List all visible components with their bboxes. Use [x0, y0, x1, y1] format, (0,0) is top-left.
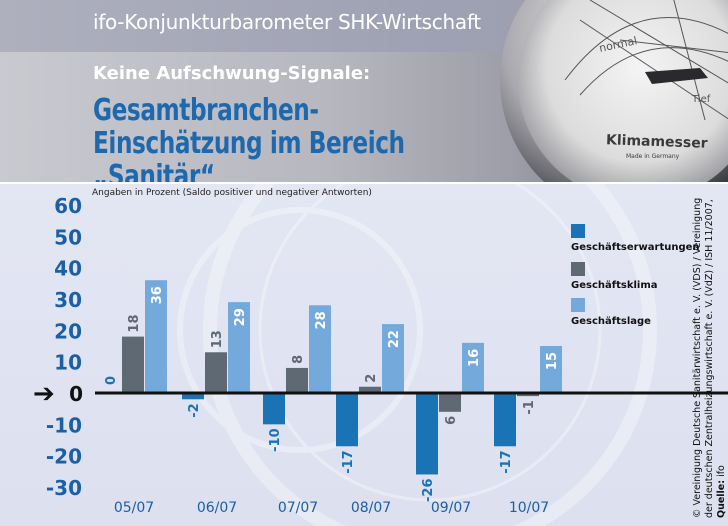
data-label: 8 [291, 355, 306, 364]
x-tick-label: 07/07 [278, 500, 318, 516]
y-axis: 60 50 40 30 20 10 0 -10 -20 -30 [46, 194, 83, 500]
background-gauge-decoration [177, 184, 657, 526]
data-label: 28 [314, 311, 329, 329]
divider [0, 182, 728, 184]
bar-gesch-ftslage-2 [309, 305, 331, 393]
bars [122, 280, 562, 475]
bar-gesch-ftsklima-4 [439, 393, 461, 412]
legend-label: Geschäftslage [571, 316, 651, 327]
page-title: Gesamtbranchen-Einschätzung im Bereich „… [93, 93, 405, 182]
x-tick-label: 06/07 [197, 500, 237, 516]
gauge-icon: normal Tief [500, 0, 728, 182]
gauge-small-label: Made in Germany [626, 153, 680, 160]
data-label: 15 [545, 352, 560, 370]
chart-area: 60 50 40 30 20 10 0 -10 -20 -30 0 18 36 -2 13 29 -10 8 28… [0, 184, 728, 526]
y-tick-label: 40 [54, 257, 82, 281]
legend-label: Geschäftsklima [571, 280, 658, 291]
bar-gesch-ftserwartungen-2 [263, 393, 285, 425]
source-value: ifo [716, 465, 727, 477]
bar-gesch-ftslage-0 [145, 280, 167, 393]
bar-gesch-ftslage-3 [382, 324, 404, 393]
y-tick-label: 0 [69, 382, 83, 406]
bar-gesch-ftsklima-3 [359, 386, 381, 393]
legend-swatch [571, 262, 585, 276]
bar-chart: 60 50 40 30 20 10 0 -10 -20 -30 0 18 36 -2 13 29 -10 8 28… [46, 184, 728, 526]
y-tick-label: 20 [54, 319, 82, 343]
bar-gesch-ftserwartungen-4 [416, 393, 438, 475]
bar-gesch-ftslage-4 [462, 342, 484, 393]
bar-gesch-ftslage-5 [540, 346, 562, 393]
data-label: -2 [187, 403, 202, 417]
bar-gesch-ftsklima-1 [205, 352, 227, 393]
bar-gesch-ftsklima-2 [286, 367, 308, 393]
y-tick-label: 50 [54, 225, 82, 249]
y-tick-label: 60 [54, 194, 82, 218]
data-label: 29 [233, 308, 248, 326]
gauge-scale-tief: Tief [691, 94, 711, 105]
unit-note: Angaben in Prozent (Saldo positiver und … [92, 188, 372, 198]
bar-gesch-ftserwartungen-1 [182, 393, 204, 400]
x-tick-label: 08/07 [351, 500, 391, 516]
data-label: 2 [364, 374, 379, 383]
x-tick-label: 10/07 [509, 500, 549, 516]
legend-swatch [571, 298, 585, 312]
bar-gesch-ftserwartungen-5 [494, 393, 516, 447]
data-label: -17 [341, 450, 356, 474]
source-note: © Vereinigung Deutsche Sanitärwirtschaft… [692, 188, 728, 518]
data-label: 13 [210, 330, 225, 348]
data-label: -1 [522, 400, 537, 414]
legend-label: Geschäftserwartungen [571, 242, 700, 253]
data-label: -17 [499, 450, 514, 474]
bar-gesch-ftserwartungen-3 [336, 393, 358, 447]
bar-gesch-ftsklima-0 [122, 336, 144, 393]
header-banner: normal Tief ifo-Konjunkturbarometer SHK-… [0, 0, 728, 182]
data-label: -10 [268, 428, 283, 452]
y-tick-label: 10 [54, 351, 82, 375]
x-tick-label: 05/07 [114, 500, 154, 516]
y-tick-label: 30 [54, 288, 82, 312]
data-label: 36 [150, 286, 165, 304]
data-label: 22 [387, 330, 402, 348]
data-label: 18 [127, 315, 142, 333]
legend-swatch [571, 224, 585, 238]
data-label: -26 [421, 478, 436, 502]
source-text: © Vereinigung Deutsche Sanitärwirtschaft… [692, 197, 715, 518]
source-label: Quelle: [716, 479, 727, 518]
series-title: ifo-Konjunkturbarometer SHK-Wirtschaft [93, 10, 481, 34]
subtitle: Keine Aufschwung-Signale: [93, 63, 371, 84]
data-label: 6 [444, 416, 459, 425]
bar-gesch-ftslage-1 [228, 302, 250, 393]
data-label: 0 [104, 376, 119, 385]
bar-gesch-ftsklima-5 [517, 393, 539, 397]
zero-arrow-icon: ➔ [33, 379, 55, 409]
y-tick-label: -10 [46, 413, 82, 437]
y-tick-label: -30 [46, 476, 82, 500]
x-axis: 05/07 06/07 07/07 08/07 09/07 10/07 [114, 500, 549, 516]
x-tick-label: 09/07 [431, 500, 471, 516]
legend: Geschäftserwartungen Geschäftsklima Geschä… [571, 224, 700, 327]
data-label: 16 [467, 349, 482, 367]
y-tick-label: -20 [46, 445, 82, 469]
